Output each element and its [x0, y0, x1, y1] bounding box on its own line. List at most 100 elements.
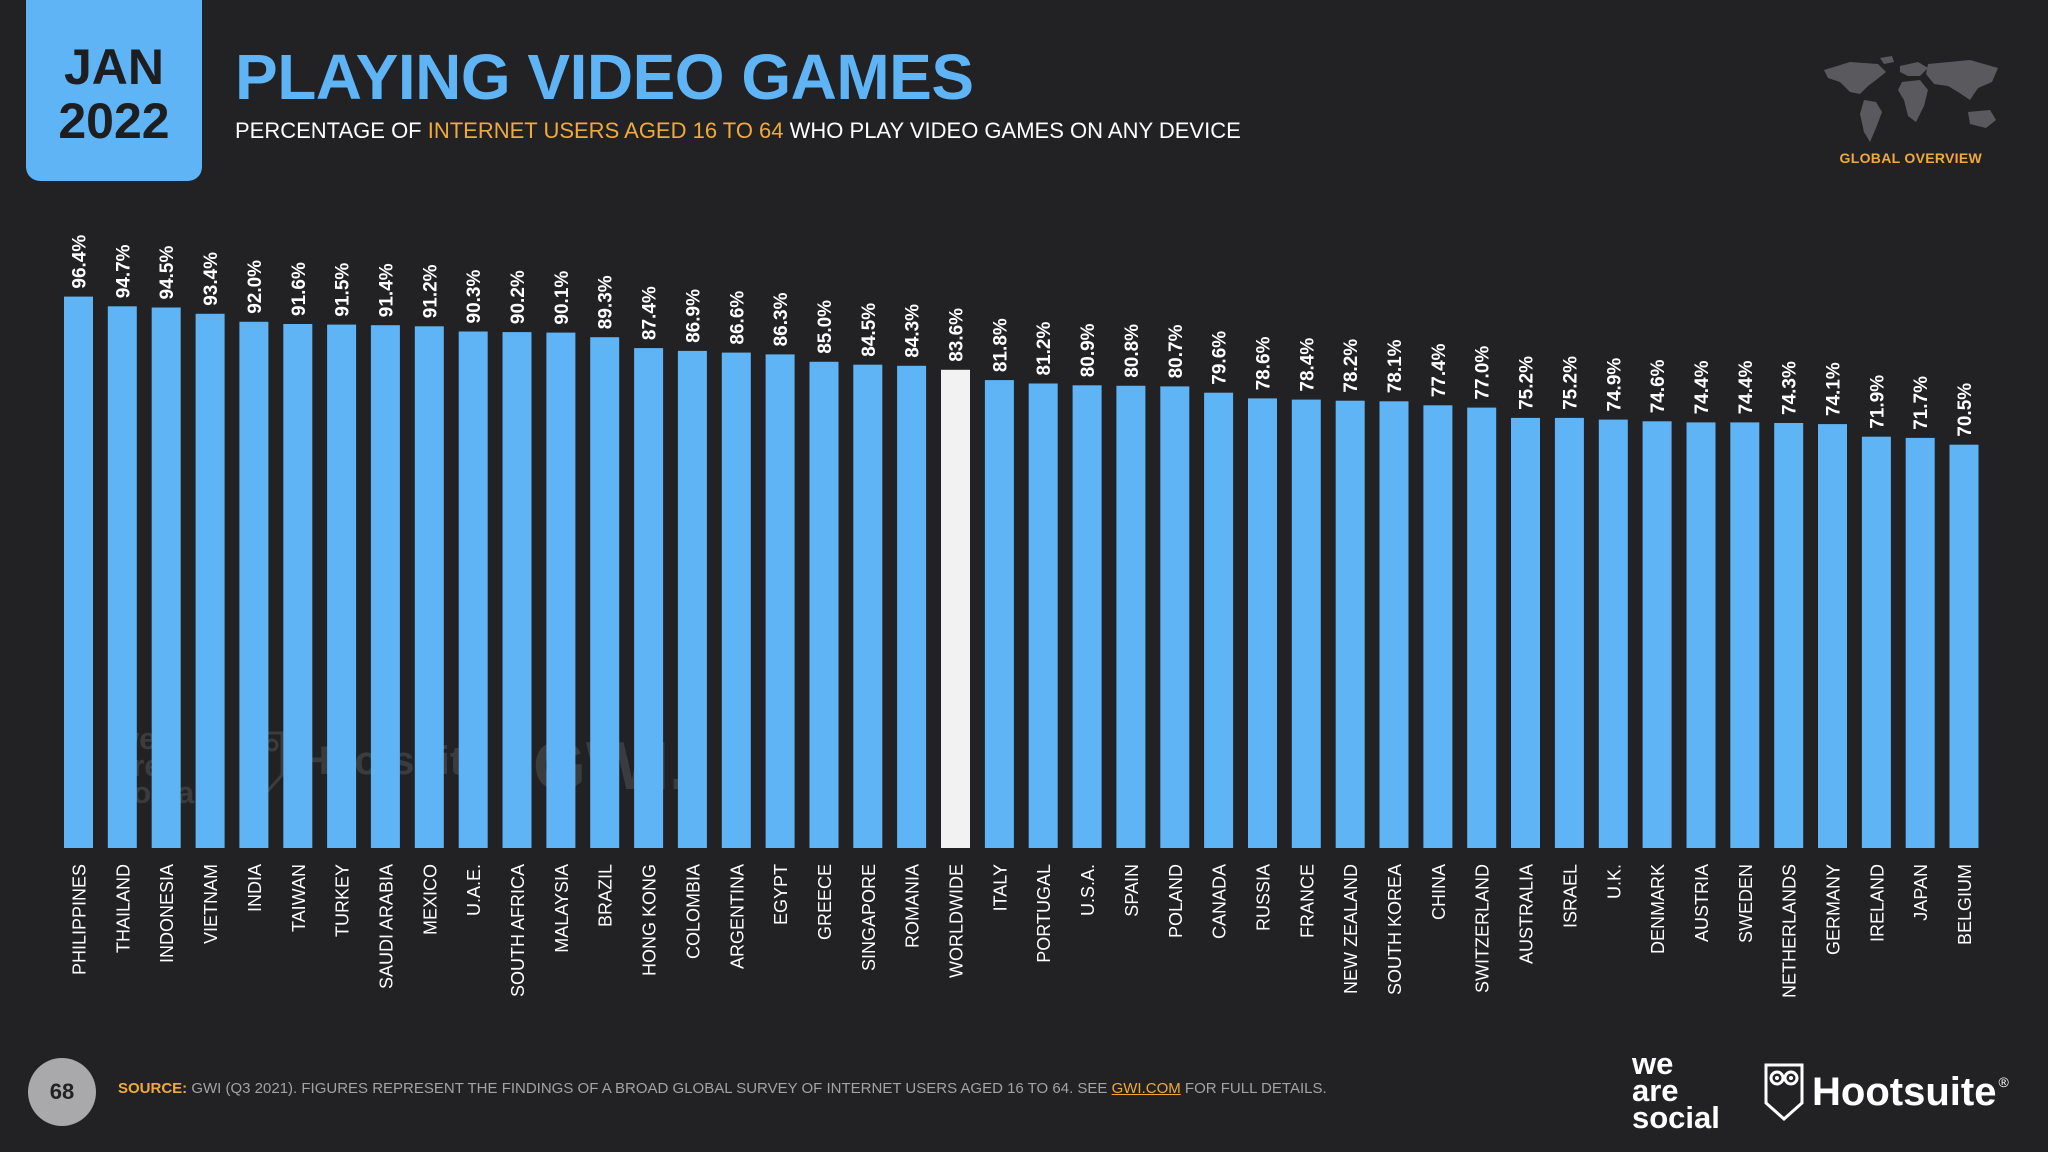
- bar-india: [239, 321, 269, 848]
- source-end: FOR FULL DETAILS.: [1180, 1080, 1327, 1097]
- hootsuite-logo: Hootsuite ®: [1764, 1060, 2009, 1124]
- bar-u-a-e-: [458, 331, 488, 848]
- value-label: 91.6%: [289, 262, 310, 316]
- value-label: 91.5%: [333, 263, 354, 317]
- source-label: SOURCE:: [118, 1080, 188, 1097]
- subtitle: PERCENTAGE OF INTERNET USERS AGED 16 TO …: [235, 118, 1241, 144]
- value-label: 79.6%: [1210, 331, 1231, 385]
- category-label: NEW ZEALAND: [1341, 864, 1361, 994]
- world-map-icon: [1824, 56, 1998, 142]
- category-label: CHINA: [1429, 864, 1449, 920]
- value-label: 84.3%: [903, 304, 924, 358]
- bar-hong-kong: [634, 348, 664, 848]
- category-label: COLOMBIA: [683, 864, 703, 959]
- value-label: 86.3%: [771, 292, 792, 346]
- category-label: ITALY: [990, 864, 1010, 911]
- category-label: SWEDEN: [1736, 864, 1756, 943]
- value-label: 81.8%: [990, 318, 1011, 372]
- category-label: BELGIUM: [1955, 864, 1975, 945]
- category-label: SWITZERLAND: [1473, 864, 1493, 993]
- category-label: NETHERLANDS: [1780, 864, 1800, 998]
- category-label: DENMARK: [1648, 864, 1668, 954]
- value-label: 80.9%: [1078, 323, 1099, 377]
- category-label: VIETNAM: [201, 864, 221, 944]
- bar-china: [1423, 405, 1453, 848]
- category-label: MEXICO: [420, 864, 440, 935]
- value-label: 70.5%: [1955, 383, 1976, 437]
- page-title: PLAYING VIDEO GAMES: [235, 41, 974, 113]
- page-number: 68: [28, 1058, 96, 1126]
- bar-philippines: [64, 296, 93, 849]
- source-text: GWI (Q3 2021). FIGURES REPRESENT THE FIN…: [187, 1080, 1112, 1097]
- subtitle-prefix: PERCENTAGE OF: [235, 118, 428, 143]
- value-label: 87.4%: [640, 286, 661, 340]
- value-label: 86.9%: [683, 289, 704, 343]
- value-label: 91.4%: [376, 263, 397, 317]
- value-label: 81.2%: [1034, 322, 1055, 376]
- value-label: 77.4%: [1429, 343, 1450, 397]
- value-label: 78.6%: [1254, 336, 1275, 390]
- category-label: AUSTRIA: [1692, 864, 1712, 942]
- bar-chart: 96.4% PHILIPPINES 94.7% THAILAND 94.5% INDONE…: [64, 235, 1979, 998]
- bar-singapore: [853, 364, 883, 848]
- bar-egypt: [765, 354, 795, 848]
- source-link[interactable]: GWI.COM: [1111, 1080, 1181, 1097]
- category-label: IRELAND: [1867, 864, 1887, 942]
- bar-indonesia: [151, 307, 181, 848]
- bar-romania: [897, 365, 927, 848]
- bar-mexico: [414, 326, 444, 848]
- category-label: SOUTH KOREA: [1385, 864, 1405, 995]
- bar-switzerland: [1467, 407, 1497, 848]
- bar-new-zealand: [1335, 400, 1365, 848]
- bar-denmark: [1642, 421, 1672, 848]
- value-label: 71.7%: [1911, 376, 1932, 430]
- category-label: U.K.: [1604, 864, 1624, 899]
- bar-saudi-arabia: [370, 325, 400, 848]
- category-label: POLAND: [1166, 864, 1186, 938]
- bar-argentina: [721, 352, 751, 848]
- category-label: FRANCE: [1297, 864, 1317, 938]
- category-label: PHILIPPINES: [70, 864, 90, 975]
- category-label: TURKEY: [333, 864, 353, 937]
- value-label: 78.2%: [1341, 339, 1362, 393]
- date-badge: JAN 2022: [26, 0, 202, 181]
- value-label: 78.4%: [1297, 338, 1318, 392]
- bar-ireland: [1861, 436, 1891, 848]
- category-label: SOUTH AFRICA: [508, 864, 528, 997]
- value-label: 71.9%: [1867, 375, 1888, 429]
- owl-icon: [1764, 1063, 1804, 1121]
- value-label: 80.8%: [1122, 324, 1143, 378]
- bar-germany: [1818, 424, 1847, 848]
- logo-are: are: [1632, 1073, 1679, 1108]
- bar-greece: [809, 361, 839, 848]
- logo-social: social: [1632, 1100, 1720, 1135]
- category-label: HONG KONG: [640, 864, 660, 976]
- category-label: WORLDWIDE: [947, 864, 967, 978]
- bar-portugal: [1028, 383, 1058, 848]
- category-label: RUSSIA: [1254, 864, 1274, 931]
- logo-we: we: [1632, 1046, 1674, 1081]
- source-note: SOURCE: GWI (Q3 2021). FIGURES REPRESENT…: [118, 1080, 1327, 1097]
- subtitle-highlight: INTERNET USERS AGED 16 TO 64: [427, 118, 784, 143]
- category-label: SAUDI ARABIA: [376, 864, 396, 989]
- value-label: 74.9%: [1604, 358, 1625, 412]
- value-label: 92.0%: [245, 260, 266, 314]
- date-month: JAN: [63, 38, 165, 95]
- bar-thailand: [107, 306, 137, 848]
- value-label: 90.1%: [552, 271, 573, 325]
- value-label: 78.1%: [1385, 339, 1406, 393]
- value-label: 74.6%: [1648, 359, 1669, 413]
- value-label: 90.3%: [464, 270, 485, 324]
- bar-poland: [1160, 386, 1190, 848]
- category-label: EGYPT: [771, 864, 791, 925]
- value-label: 83.6%: [947, 308, 968, 362]
- value-label: 96.4%: [70, 235, 91, 289]
- value-label: 84.5%: [859, 303, 880, 357]
- date-year: 2022: [58, 92, 170, 149]
- category-label: INDIA: [245, 864, 265, 912]
- category-label: JAPAN: [1911, 864, 1931, 921]
- value-label: 74.3%: [1780, 361, 1801, 415]
- value-label: 74.1%: [1824, 362, 1845, 416]
- value-label: 86.6%: [727, 291, 748, 345]
- category-label: TAIWAN: [289, 864, 309, 932]
